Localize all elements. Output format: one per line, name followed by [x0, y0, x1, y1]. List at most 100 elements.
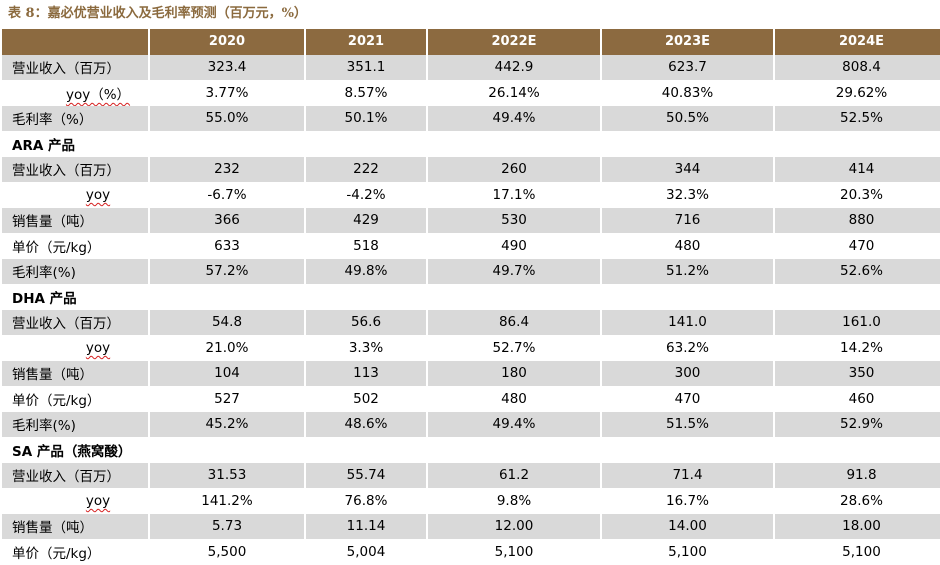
- cell: 28.6%: [775, 488, 940, 514]
- cell: 50.1%: [306, 105, 426, 131]
- section-title-dha: DHA 产品: [2, 284, 938, 310]
- table-row: yoy 21.0% 3.3% 52.7% 63.2% 14.2%: [2, 335, 940, 361]
- cell: 14.2%: [775, 335, 940, 361]
- section-title-ara: ARA 产品: [2, 131, 938, 157]
- cell: 232: [150, 156, 304, 182]
- cell: 61.2: [428, 462, 600, 488]
- cell: 141.2%: [150, 488, 304, 514]
- cell: 502: [306, 386, 426, 412]
- cell: 260: [428, 156, 600, 182]
- row-label: 销售量（吨）: [2, 207, 148, 233]
- table-row: yoy 141.2% 76.8% 9.8% 16.7% 28.6%: [2, 488, 940, 514]
- cell: 49.7%: [428, 258, 600, 284]
- cell: 50.5%: [602, 105, 773, 131]
- cell: 52.5%: [775, 105, 940, 131]
- cell: 71.4: [602, 462, 773, 488]
- forecast-table: 2020 2021 2022E 2023E 2024E 营业收入（百万） 323…: [2, 29, 940, 565]
- row-label: yoy（%）: [2, 80, 148, 106]
- cell: 113: [306, 360, 426, 386]
- table-row: 单价（元/kg） 527 502 480 470 460: [2, 386, 940, 412]
- cell: 55.0%: [150, 105, 304, 131]
- cell: -4.2%: [306, 182, 426, 208]
- cell: 460: [775, 386, 940, 412]
- cell: 51.2%: [602, 258, 773, 284]
- cell: 9.8%: [428, 488, 600, 514]
- cell: 527: [150, 386, 304, 412]
- cell: 51.5%: [602, 411, 773, 437]
- cell: 429: [306, 207, 426, 233]
- cell: 323.4: [150, 54, 304, 80]
- table-row: 单价（元/kg） 633 518 490 480 470: [2, 233, 940, 259]
- cell: 45.2%: [150, 411, 304, 437]
- row-label: 单价（元/kg）: [2, 233, 148, 259]
- row-label-text: yoy: [85, 339, 111, 356]
- cell: 49.8%: [306, 258, 426, 284]
- cell: 48.6%: [306, 411, 426, 437]
- cell: 222: [306, 156, 426, 182]
- cell: 57.2%: [150, 258, 304, 284]
- cell: 5,004: [306, 539, 426, 565]
- cell: 91.8: [775, 462, 940, 488]
- column-header: 2020: [150, 29, 304, 55]
- cell: 52.7%: [428, 335, 600, 361]
- column-header: 2021: [306, 29, 426, 55]
- cell: 18.00: [775, 513, 940, 539]
- cell: 716: [602, 207, 773, 233]
- column-header: 2023E: [602, 29, 773, 55]
- cell: 480: [602, 233, 773, 259]
- row-label: 销售量（吨）: [2, 360, 148, 386]
- cell: 12.00: [428, 513, 600, 539]
- cell: 633: [150, 233, 304, 259]
- column-header: 2024E: [775, 29, 940, 55]
- cell: 29.62%: [775, 80, 940, 106]
- column-header: 2022E: [428, 29, 600, 55]
- cell: 351.1: [306, 54, 426, 80]
- cell: 490: [428, 233, 600, 259]
- row-label: 单价（元/kg）: [2, 386, 148, 412]
- table-row: yoy（%） 3.77% 8.57% 26.14% 40.83% 29.62%: [2, 80, 940, 106]
- row-label: yoy: [2, 182, 148, 208]
- table-row: 毛利率(%) 57.2% 49.8% 49.7% 51.2% 52.6%: [2, 258, 940, 284]
- cell: 16.7%: [602, 488, 773, 514]
- cell: 40.83%: [602, 80, 773, 106]
- cell: 17.1%: [428, 182, 600, 208]
- cell: 344: [602, 156, 773, 182]
- row-label: 销售量（吨）: [2, 513, 148, 539]
- cell: 52.6%: [775, 258, 940, 284]
- row-label-text: yoy（%）: [65, 86, 131, 103]
- cell: 518: [306, 233, 426, 259]
- cell: 141.0: [602, 309, 773, 335]
- cell: 470: [775, 233, 940, 259]
- row-label: 营业收入（百万）: [2, 462, 148, 488]
- cell: 86.4: [428, 309, 600, 335]
- table-row: 单价（元/kg） 5,500 5,004 5,100 5,100 5,100: [2, 539, 940, 565]
- row-label: 营业收入（百万）: [2, 309, 148, 335]
- cell: 530: [428, 207, 600, 233]
- cell: 366: [150, 207, 304, 233]
- table-row: 营业收入（百万） 54.8 56.6 86.4 141.0 161.0: [2, 309, 940, 335]
- table-header-row: 2020 2021 2022E 2023E 2024E: [2, 29, 940, 55]
- cell: 3.77%: [150, 80, 304, 106]
- row-label: 毛利率(%): [2, 258, 148, 284]
- row-label: 营业收入（百万）: [2, 54, 148, 80]
- cell: 300: [602, 360, 773, 386]
- cell: 5,100: [775, 539, 940, 565]
- row-label-text: yoy: [85, 492, 111, 509]
- cell: 32.3%: [602, 182, 773, 208]
- cell: 54.8: [150, 309, 304, 335]
- cell: 49.4%: [428, 105, 600, 131]
- table-row: 销售量（吨） 366 429 530 716 880: [2, 207, 940, 233]
- table-row: 营业收入（百万） 323.4 351.1 442.9 623.7 808.4: [2, 54, 940, 80]
- table-row: 毛利率（%） 55.0% 50.1% 49.4% 50.5% 52.5%: [2, 105, 940, 131]
- table-row: 营业收入（百万） 31.53 55.74 61.2 71.4 91.8: [2, 462, 940, 488]
- cell: 63.2%: [602, 335, 773, 361]
- row-label: 营业收入（百万）: [2, 156, 148, 182]
- cell: 880: [775, 207, 940, 233]
- row-label: yoy: [2, 335, 148, 361]
- cell: 76.8%: [306, 488, 426, 514]
- cell: 52.9%: [775, 411, 940, 437]
- table-row: 营业收入（百万） 232 222 260 344 414: [2, 156, 940, 182]
- row-label: 毛利率(%): [2, 411, 148, 437]
- cell: 5.73: [150, 513, 304, 539]
- cell: 470: [602, 386, 773, 412]
